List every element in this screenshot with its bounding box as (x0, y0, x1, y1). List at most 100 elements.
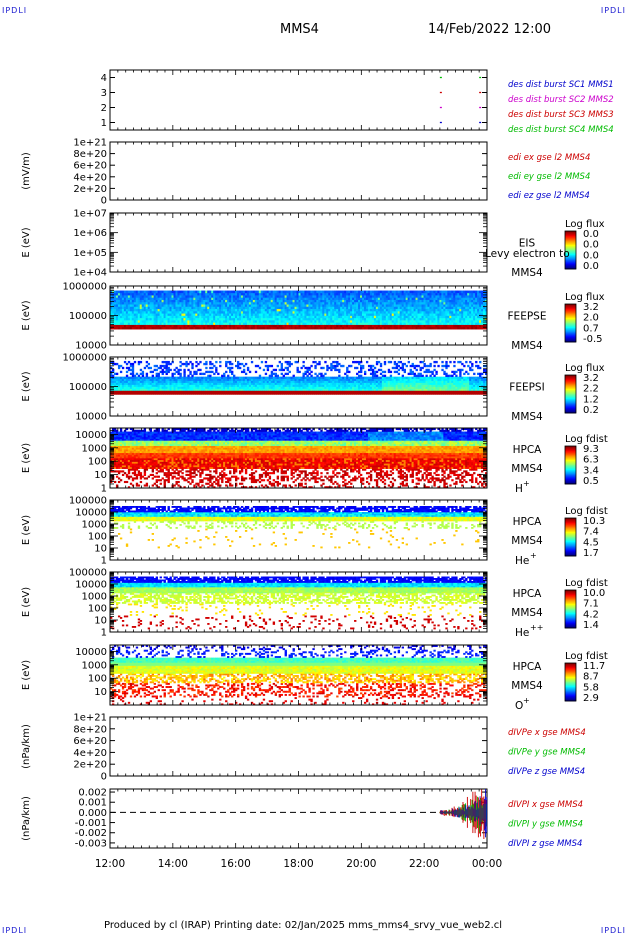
feepse-spectrogram-cell (475, 327, 477, 330)
feepsi-spectrogram-cell (140, 373, 142, 375)
feepse-spectrogram-cell (177, 293, 179, 296)
feepse-spectrogram-cell (197, 325, 199, 328)
feepse-spectrogram-cell (318, 327, 320, 330)
feepse-spectrogram-cell (356, 316, 358, 319)
feepse-spectrogram-cell (201, 295, 203, 298)
feepse-spectrogram-cell (223, 309, 225, 312)
feepse-spectrogram-cell (207, 311, 209, 314)
feepse-spectrogram-cell (181, 309, 183, 312)
feepse-spectrogram-cell (229, 302, 231, 305)
feepsi-spectrogram-cell (156, 369, 158, 371)
feepse-spectrogram-cell (320, 316, 322, 319)
feepse-spectrogram-cell (168, 295, 170, 298)
feepse-spectrogram-cell (316, 297, 318, 300)
feepse-spectrogram-cell (352, 322, 354, 325)
feepse-spectrogram-cell (384, 293, 386, 296)
feepse-spectrogram-cell (245, 311, 247, 314)
feepse-spectrogram-cell (350, 302, 352, 305)
feepse-spectrogram-cell (191, 304, 193, 307)
feepse-spectrogram-cell (324, 293, 326, 296)
feepse-spectrogram-cell (412, 293, 414, 296)
feepse-spectrogram-cell (398, 302, 400, 305)
feepse-spectrogram-cell (306, 295, 308, 298)
feepse-spectrogram-cell (418, 327, 420, 330)
feepse-spectrogram-cell (422, 316, 424, 319)
feepse-spectrogram-cell (241, 313, 243, 316)
feepse-spectrogram-cell (358, 293, 360, 296)
feepse-spectrogram-cell (187, 320, 189, 323)
feepse-spectrogram-cell (269, 306, 271, 309)
feepsi-spectrogram-cell (136, 373, 138, 375)
feepse-spectrogram-cell (422, 309, 424, 312)
feepse-spectrogram-cell (308, 327, 310, 330)
feepse-spectrogram-cell (463, 316, 465, 319)
feepse-spectrogram-cell (207, 313, 209, 316)
feepse-spectrogram-cell (431, 309, 433, 312)
feepse-spectrogram-cell (120, 291, 122, 294)
feepse-spectrogram-cell (185, 322, 187, 325)
feepse-spectrogram-cell (299, 304, 301, 307)
feepse-spectrogram-cell (203, 304, 205, 307)
feepse-spectrogram-cell (449, 325, 451, 328)
feepse-spectrogram-cell (398, 304, 400, 307)
feepse-spectrogram-cell (233, 302, 235, 305)
feepse-spectrogram-cell (314, 309, 316, 312)
feepse-spectrogram-cell (293, 304, 295, 307)
feepse-spectrogram-cell (297, 316, 299, 319)
feepse-spectrogram-cell (382, 316, 384, 319)
feepse-spectrogram-cell (221, 302, 223, 305)
feepse-spectrogram-cell (302, 325, 304, 328)
feepsi-spectrogram-cell (114, 363, 116, 365)
feepse-spectrogram-cell (287, 302, 289, 305)
feepse-spectrogram-cell (406, 313, 408, 316)
feepse-spectrogram-cell (140, 327, 142, 330)
feepse-spectrogram-cell (134, 300, 136, 303)
feepsi-spectrogram-cell (213, 373, 215, 375)
feepse-spectrogram-cell (445, 327, 447, 330)
feepse-spectrogram-cell (420, 325, 422, 328)
feepse-spectrogram-cell (146, 327, 148, 330)
feepse-spectrogram-cell (451, 302, 453, 305)
feepsi-spectrogram-cell (265, 361, 267, 363)
feepse-spectrogram-cell (326, 302, 328, 305)
feepse-spectrogram-cell (120, 322, 122, 325)
feepse-spectrogram-cell (390, 316, 392, 319)
feepse-spectrogram-cell (427, 293, 429, 296)
feepse-spectrogram-cell (352, 325, 354, 328)
feepse-spectrogram-cell (348, 311, 350, 314)
feepse-spectrogram-cell (233, 304, 235, 307)
feepse-spectrogram-cell (291, 318, 293, 321)
feepse-spectrogram-cell (463, 318, 465, 321)
feepse-spectrogram-cell (310, 327, 312, 330)
feepse-spectrogram-cell (390, 295, 392, 298)
feepse-spectrogram-cell (344, 300, 346, 303)
feepse-spectrogram-cell (217, 322, 219, 325)
feepse-spectrogram-cell (215, 291, 217, 294)
feepsi-spectrogram-cell (112, 369, 114, 371)
feepse-spectrogram-cell (215, 300, 217, 303)
feepse-spectrogram-cell (416, 327, 418, 330)
feepse-spectrogram-cell (175, 320, 177, 323)
feepse-spectrogram-cell (221, 297, 223, 300)
feepse-spectrogram-cell (215, 313, 217, 316)
feepsi-spectrogram-cell (245, 377, 247, 379)
feepse-spectrogram-cell (376, 293, 378, 296)
feepse-spectrogram-cell (289, 316, 291, 319)
feepse-spectrogram-cell (424, 313, 426, 316)
feepse-spectrogram-cell (416, 293, 418, 296)
feepse-spectrogram-cell (332, 311, 334, 314)
feepse-spectrogram-cell (138, 306, 140, 309)
feepse-spectrogram-cell (209, 311, 211, 314)
feepse-spectrogram-cell (130, 325, 132, 328)
burst-ytick-label: 1 (101, 118, 107, 129)
feepse-spectrogram-cell (144, 300, 146, 303)
feepse-spectrogram-cell (191, 291, 193, 294)
feepse-spectrogram-cell (445, 311, 447, 314)
feepse-spectrogram-cell (382, 320, 384, 323)
feepse-spectrogram-cell (338, 306, 340, 309)
feepse-spectrogram-cell (279, 300, 281, 303)
feepse-spectrogram-cell (396, 291, 398, 294)
eis-colorbar-tick: 0.0 (583, 261, 599, 272)
feepse-spectrogram-cell (221, 320, 223, 323)
feepse-spectrogram-cell (342, 313, 344, 316)
